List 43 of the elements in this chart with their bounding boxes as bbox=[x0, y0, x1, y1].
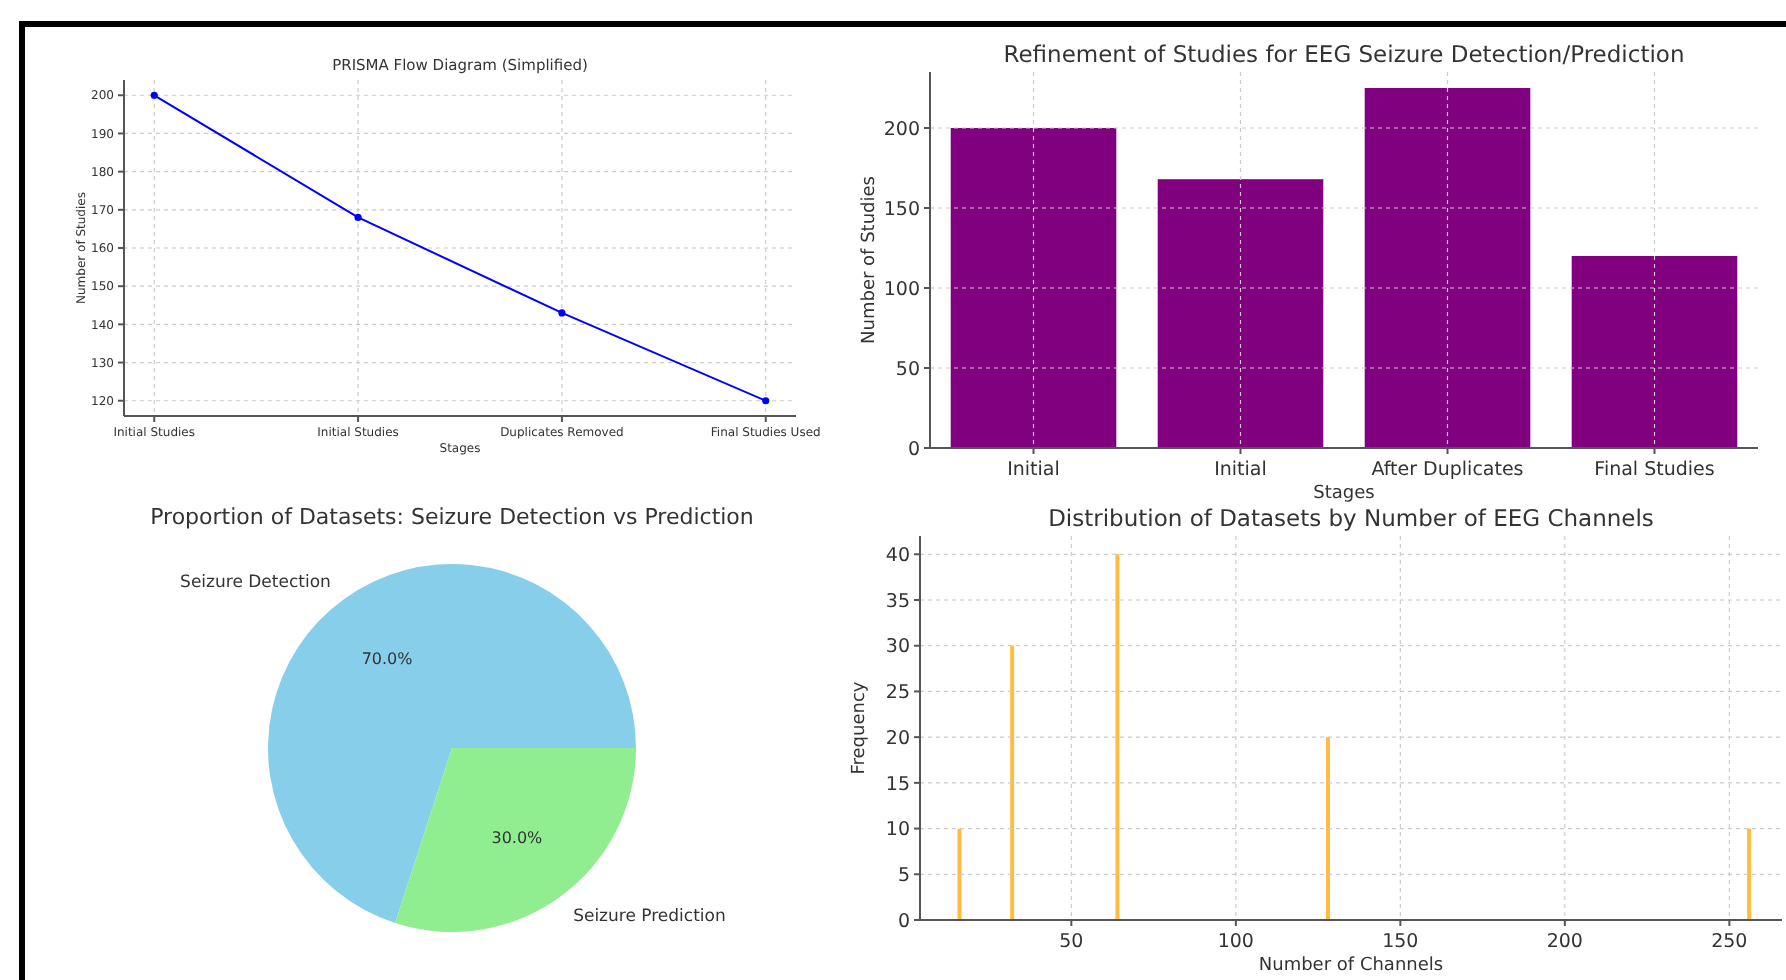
x-tick-label: Initial bbox=[1214, 459, 1267, 481]
x-tick-label: 150 bbox=[1382, 931, 1419, 953]
data-label: 30.0% bbox=[491, 828, 544, 847]
chart-title: Distribution of Datasets by Number of EEG Channels bbox=[1048, 504, 1654, 532]
point bbox=[558, 309, 566, 317]
y-tick-label: 40 bbox=[885, 544, 910, 567]
y-tick-label: 0 bbox=[907, 438, 920, 461]
y-tick-label: 35 bbox=[885, 590, 910, 613]
y-tick-label: 50 bbox=[895, 358, 920, 381]
x-axis-title: Stages bbox=[1313, 484, 1376, 504]
bar bbox=[950, 128, 1117, 448]
bar bbox=[1571, 256, 1738, 448]
y-tick-label: 100 bbox=[883, 278, 920, 301]
pie-slice bbox=[395, 748, 636, 932]
slice-label: Seizure Prediction bbox=[573, 906, 726, 927]
y-tick-label: 0 bbox=[897, 910, 910, 933]
y-axis-title: Frequency bbox=[850, 680, 871, 775]
y-tick-label: 150 bbox=[883, 198, 920, 221]
data-label: 70.0% bbox=[361, 650, 414, 669]
y-tick-label: 25 bbox=[885, 682, 910, 705]
x-tick-label: 50 bbox=[1059, 931, 1084, 953]
point bbox=[150, 91, 158, 99]
x-tick-label: After Duplicates bbox=[1371, 459, 1524, 481]
x-axis-title: Number of Channels bbox=[1258, 956, 1444, 976]
y-tick-label: 200 bbox=[883, 118, 920, 141]
y-tick-label: 5 bbox=[897, 864, 910, 887]
x-tick-label: 250 bbox=[1711, 931, 1748, 953]
y-tick-label: 20 bbox=[885, 727, 910, 750]
chart-title: Refinement of Studies for EEG Seizure Detection/Prediction bbox=[1003, 40, 1685, 68]
y-tick-label: 10 bbox=[885, 819, 910, 842]
bar bbox=[1157, 179, 1324, 448]
y-axis-title: Number of Studies bbox=[860, 175, 881, 344]
y-tick-label: 15 bbox=[885, 773, 910, 796]
x-tick-label: Initial bbox=[1007, 459, 1060, 481]
y-tick-label: 30 bbox=[885, 636, 910, 659]
x-tick-label: Final Studies bbox=[1594, 459, 1715, 481]
point bbox=[762, 397, 770, 405]
bar bbox=[1364, 88, 1531, 448]
x-tick-label: 200 bbox=[1546, 931, 1583, 953]
x-tick-label: 100 bbox=[1217, 931, 1254, 953]
chart-title: Proportion of Datasets: Seizure Detection vs Prediction bbox=[150, 504, 754, 530]
point bbox=[354, 213, 362, 222]
slice-label: Seizure Detection bbox=[180, 573, 331, 594]
